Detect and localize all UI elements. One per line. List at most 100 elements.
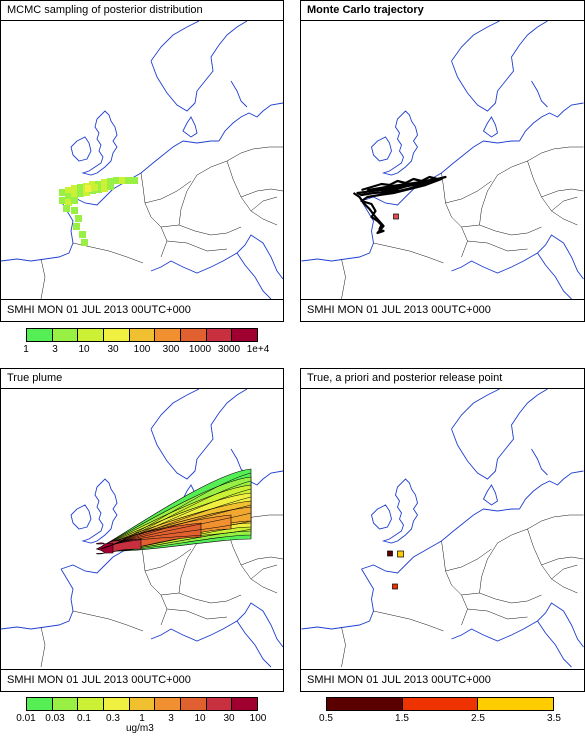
plume-panel: True plume SMHI MON 01 JUL 2013 00UTC+00…: [0, 368, 284, 692]
country-border: [551, 564, 578, 580]
colorbar-swatch: [478, 698, 554, 710]
trajectory-path: [352, 175, 447, 235]
mcmc-sample-cell: [107, 178, 114, 185]
mcmc-sample-cell: [95, 181, 102, 188]
colorbar-swatch: [155, 698, 182, 710]
plume-colorbar: 0.01 0.03 0.1 0.3 1 3 10 30 100 ug/m3: [16, 697, 266, 736]
country-border: [527, 160, 578, 226]
coastline: [519, 470, 584, 510]
colorbar-tick-label: 30: [223, 713, 235, 724]
trajectory-map: [301, 21, 584, 299]
country-border: [527, 528, 578, 594]
mcmc-sample-cell: [59, 197, 66, 204]
mcmc-sample-cell: [65, 193, 72, 200]
country-border: [240, 188, 283, 198]
colorbar-tick-label: 3: [168, 713, 174, 724]
coastline: [497, 389, 548, 460]
coastline: [301, 568, 374, 630]
colorbar-swatch: [402, 698, 479, 710]
country-border: [226, 160, 278, 226]
country-border: [461, 592, 542, 604]
colorbar-swatch: [327, 698, 403, 710]
panel-footer: SMHI MON 01 JUL 2013 00UTC+000: [1, 299, 283, 321]
colorbar-swatch: [155, 329, 182, 341]
country-border: [72, 610, 144, 632]
colorbar-tick-label: 100: [133, 344, 151, 355]
coastline: [150, 602, 283, 648]
country-border: [160, 224, 242, 236]
coastline: [70, 504, 92, 530]
coastline: [451, 389, 500, 480]
colorbar-swatch: [181, 329, 207, 341]
mcmc-sample-cell: [95, 186, 102, 193]
coastline: [81, 478, 118, 544]
country-border: [541, 188, 584, 198]
release-map: [301, 389, 584, 669]
coastline: [531, 448, 548, 476]
country-border: [178, 146, 283, 226]
colorbar-tick-label: 1: [139, 713, 145, 724]
colorbar-swatch: [206, 698, 233, 710]
release-colorbar: 0.5 1.5 2.5 3.5: [319, 697, 561, 727]
mcmc-sample-cell: [101, 179, 108, 186]
coastline: [482, 484, 499, 506]
mcmc-sample-cell: [79, 231, 86, 238]
colorbar-swatch: [206, 329, 233, 341]
true-release-marker: [387, 550, 393, 557]
coastline: [218, 102, 283, 142]
panel-title: MCMC sampling of posterior distribution: [1, 1, 283, 21]
colorbar-tick-label: 1000: [188, 344, 212, 355]
basemap: [1, 21, 283, 299]
country-border: [373, 610, 444, 632]
trajectory-panel: Monte Carlo trajectory SMHI MON 01 JUL 2…: [300, 0, 585, 322]
coastline: [451, 21, 500, 112]
mcmc-sample-cell: [71, 207, 78, 214]
colorbar-tick-label: 0.3: [106, 713, 120, 724]
colorbar-swatch: [181, 698, 207, 710]
coastline: [196, 21, 248, 92]
panel-footer: SMHI MON 01 JUL 2013 00UTC+000: [1, 669, 283, 691]
basemap: [301, 389, 584, 668]
coastline: [381, 478, 419, 544]
country-border: [250, 196, 278, 212]
apriori-release-marker: [392, 583, 398, 590]
panel-footer: SMHI MON 01 JUL 2013 00UTC+000: [301, 299, 584, 321]
plume-contour-line: [100, 528, 252, 550]
country-border: [166, 240, 228, 252]
colorbar-tick-label: 0.1: [77, 713, 91, 724]
colorbar-swatch: [129, 698, 156, 710]
coastline: [81, 110, 118, 176]
country-border: [144, 548, 192, 572]
release-marker: [393, 213, 399, 220]
coastline: [150, 21, 200, 112]
mcmc-panel: MCMC sampling of posterior distribution …: [0, 0, 284, 322]
plume-map: [1, 389, 283, 669]
colorbar-tick-label: 30: [107, 344, 119, 355]
colorbar-tick-label: 100: [249, 713, 267, 724]
colorbar-swatch: [232, 698, 258, 710]
colorbar-tick-label: 1.5: [395, 713, 409, 724]
country-border: [467, 240, 528, 252]
country-border: [373, 242, 444, 264]
colorbar-swatch: [129, 329, 156, 341]
country-border: [479, 514, 584, 594]
plume-contour-band: [96, 542, 114, 555]
mcmc-sample-cell: [65, 199, 72, 206]
colorbar-tick-label: 3.5: [547, 713, 561, 724]
mcmc-sample-cell: [77, 184, 84, 191]
coastline: [150, 389, 200, 480]
panel-footer: SMHI MON 01 JUL 2013 00UTC+000: [301, 669, 584, 691]
mcmc-sample-cell: [101, 185, 108, 192]
colorbar-swatch: [104, 329, 130, 341]
coastline: [537, 620, 572, 668]
colorbar-tick-label: 10: [78, 344, 90, 355]
country-border: [341, 626, 346, 668]
coastline: [519, 102, 584, 142]
colorbar-swatch: [78, 329, 105, 341]
release-overlay: [387, 550, 404, 590]
trajectory-dense-band: [365, 178, 444, 193]
colorbar-swatch: [232, 329, 258, 341]
colorbar-tick-label: 1e+4: [246, 344, 270, 355]
panel-title: True, a priori and posterior release poi…: [301, 369, 584, 389]
colorbar-swatch: [104, 698, 130, 710]
